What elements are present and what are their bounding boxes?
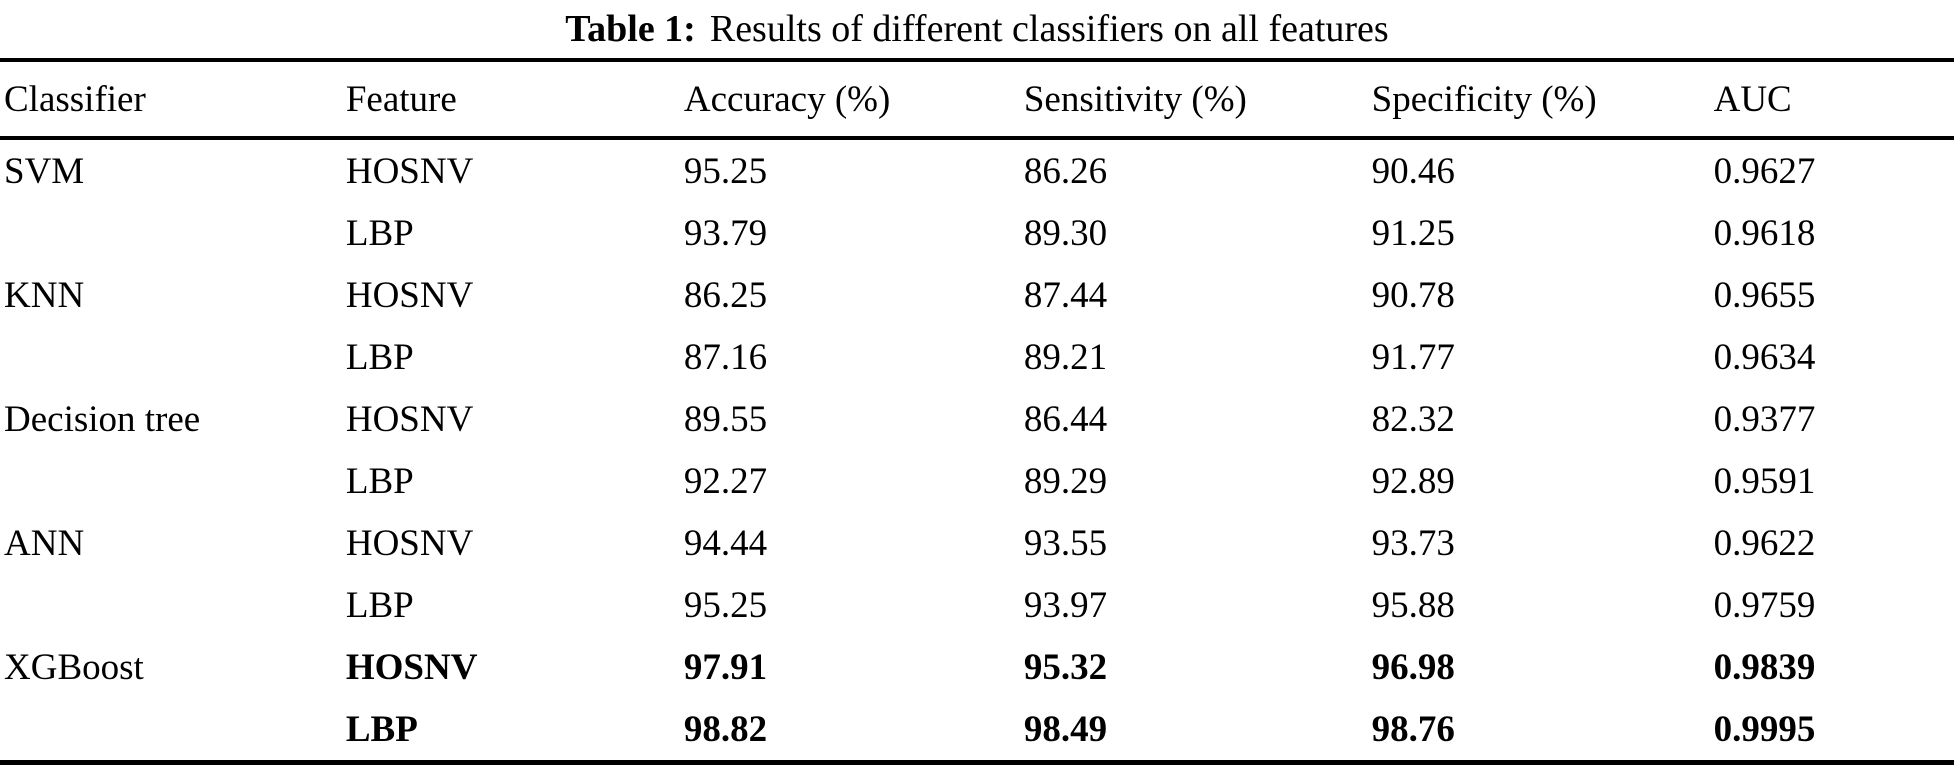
cell-specificity: 91.77 — [1371, 336, 1455, 378]
cell-feature: HOSNV — [345, 274, 474, 316]
table-row: Decision tree HOSNV 89.55 86.44 82.32 0.… — [0, 388, 1954, 450]
table-row: XGBoost HOSNV 97.91 95.32 96.98 0.9839 — [0, 636, 1954, 698]
cell-accuracy: 89.55 — [683, 398, 768, 440]
cell-classifier: KNN — [4, 274, 85, 316]
column-header-auc: AUC — [1713, 60, 1954, 140]
table-caption-text: Results of different classifiers on all … — [709, 8, 1389, 50]
cell-auc: 0.9839 — [1713, 646, 1816, 688]
cell-sensitivity: 89.21 — [1023, 336, 1108, 378]
cell-specificity: 92.89 — [1371, 460, 1455, 502]
cell-accuracy: 97.91 — [683, 646, 768, 688]
table-row: LBP 87.16 89.21 91.77 0.9634 — [0, 326, 1954, 388]
cell-accuracy: 95.25 — [683, 150, 768, 192]
cell-specificity: 98.76 — [1371, 708, 1455, 750]
table-row: ANN HOSNV 94.44 93.55 93.73 0.9622 — [0, 512, 1954, 574]
cell-feature: LBP — [345, 212, 414, 254]
column-header-classifier: Classifier — [0, 60, 346, 140]
cell-accuracy: 93.79 — [683, 212, 768, 254]
cell-sensitivity: 89.30 — [1023, 212, 1108, 254]
cell-classifier: Decision tree — [4, 398, 201, 440]
results-table: Classifier Feature Accuracy (%) Sensitiv… — [0, 58, 1954, 765]
column-header-feature: Feature — [345, 60, 684, 140]
cell-specificity: 93.73 — [1371, 522, 1455, 564]
column-header-accuracy: Accuracy (%) — [683, 60, 1024, 140]
cell-classifier — [0, 450, 346, 512]
cell-specificity: 95.88 — [1371, 584, 1455, 626]
cell-classifier — [0, 574, 346, 636]
cell-feature: HOSNV — [345, 150, 474, 192]
cell-sensitivity: 93.97 — [1023, 584, 1108, 626]
cell-sensitivity: 98.49 — [1023, 708, 1108, 750]
table-caption-label: Table 1: — [565, 8, 696, 50]
cell-classifier: ANN — [4, 522, 85, 564]
cell-classifier — [0, 698, 346, 763]
cell-sensitivity: 95.32 — [1023, 646, 1108, 688]
table-row: LBP 92.27 89.29 92.89 0.9591 — [0, 450, 1954, 512]
table-row: KNN HOSNV 86.25 87.44 90.78 0.9655 — [0, 264, 1954, 326]
column-header-sensitivity: Sensitivity (%) — [1023, 60, 1372, 140]
cell-auc: 0.9591 — [1713, 460, 1816, 502]
cell-auc: 0.9377 — [1713, 398, 1816, 440]
table-row: SVM HOSNV 95.25 86.26 90.46 0.9627 — [0, 138, 1954, 202]
cell-specificity: 96.98 — [1371, 646, 1455, 688]
cell-specificity: 91.25 — [1371, 212, 1455, 254]
cell-auc: 0.9627 — [1713, 150, 1816, 192]
cell-auc: 0.9622 — [1713, 522, 1816, 564]
table-body: SVM HOSNV 95.25 86.26 90.46 0.9627 LBP 9… — [0, 138, 1954, 763]
cell-accuracy: 95.25 — [683, 584, 768, 626]
cell-classifier: XGBoost — [4, 646, 144, 688]
cell-feature: HOSNV — [345, 398, 474, 440]
table-header: Classifier Feature Accuracy (%) Sensitiv… — [0, 60, 1954, 140]
cell-sensitivity: 89.29 — [1023, 460, 1108, 502]
cell-feature: HOSNV — [345, 646, 478, 688]
cell-sensitivity: 93.55 — [1023, 522, 1108, 564]
cell-feature: LBP — [345, 336, 414, 378]
cell-sensitivity: 86.44 — [1023, 398, 1108, 440]
column-header-specificity: Specificity (%) — [1371, 60, 1714, 140]
table-row: LBP 95.25 93.97 95.88 0.9759 — [0, 574, 1954, 636]
cell-classifier — [0, 326, 346, 388]
cell-specificity: 82.32 — [1371, 398, 1455, 440]
cell-feature: LBP — [345, 584, 414, 626]
cell-sensitivity: 86.26 — [1023, 150, 1108, 192]
cell-specificity: 90.46 — [1371, 150, 1455, 192]
header-row: Classifier Feature Accuracy (%) Sensitiv… — [0, 60, 1954, 140]
cell-classifier: SVM — [4, 150, 85, 192]
cell-accuracy: 86.25 — [683, 274, 768, 316]
cell-accuracy: 98.82 — [683, 708, 768, 750]
table-row: LBP 93.79 89.30 91.25 0.9618 — [0, 202, 1954, 264]
cell-feature: LBP — [345, 460, 414, 502]
cell-accuracy: 87.16 — [683, 336, 768, 378]
table-row: LBP 98.82 98.49 98.76 0.9995 — [0, 698, 1954, 763]
cell-classifier — [0, 202, 346, 264]
cell-accuracy: 92.27 — [683, 460, 768, 502]
cell-specificity: 90.78 — [1371, 274, 1455, 316]
table-caption: Table 1: Results of different classifiers… — [0, 0, 1954, 58]
cell-accuracy: 94.44 — [683, 522, 768, 564]
cell-sensitivity: 87.44 — [1023, 274, 1108, 316]
cell-auc: 0.9995 — [1713, 708, 1816, 750]
cell-feature: LBP — [345, 708, 418, 750]
cell-auc: 0.9655 — [1713, 274, 1816, 316]
cell-feature: HOSNV — [345, 522, 474, 564]
cell-auc: 0.9634 — [1713, 336, 1816, 378]
cell-auc: 0.9759 — [1713, 584, 1816, 626]
cell-auc: 0.9618 — [1713, 212, 1816, 254]
